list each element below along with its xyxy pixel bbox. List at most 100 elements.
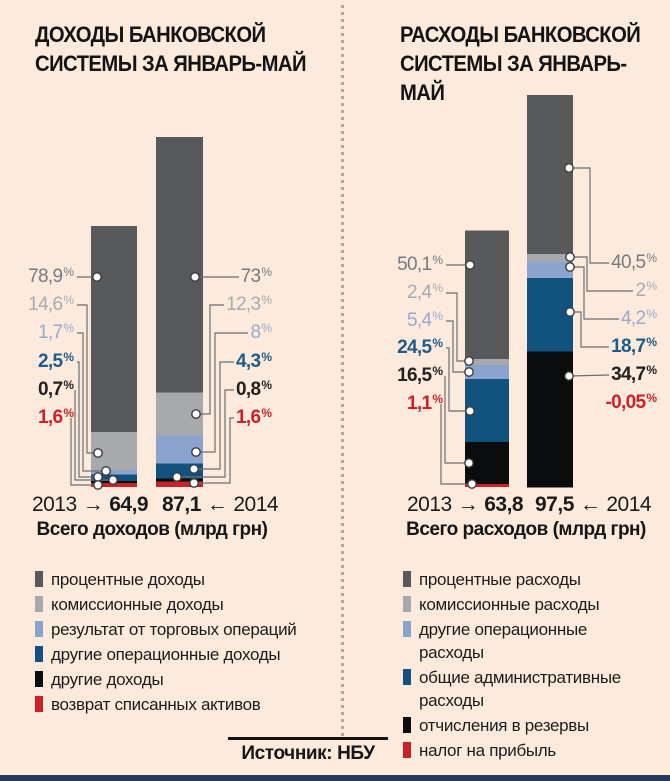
legend-item: процентные доходы [35,568,327,591]
legend-item: другие операционные доходы [35,643,327,666]
bar-segment-1-2014-3 [527,278,573,352]
bar-segment-0-2014-5 [156,481,203,487]
legend-label: комиссионные расходы [419,595,600,614]
total-year: 2013 [407,493,452,516]
expenses-unit-label: Всего расходов (млрд грн) [406,519,646,540]
percent-sign: % [432,336,443,350]
leader-line [77,332,106,472]
percent-sign: % [261,378,272,392]
leader-line [569,167,609,264]
percent-sign: % [646,307,657,321]
bar-segment-0-2013-3 [91,474,137,481]
leader-dot [93,472,103,482]
leader-line [440,404,472,485]
leader-dot [465,406,475,416]
percent-sign: % [261,293,272,307]
legend-item: комиссионные расходы [403,593,639,616]
leader-line [177,389,234,478]
total-value: 87,1 [162,493,201,516]
legend-label: общие административные расходы [419,668,621,710]
bar-segment-0-2013-1 [91,432,137,471]
leader-line [70,418,98,486]
leader-line [446,347,470,412]
arrow-right-icon: → [82,493,104,516]
bar-segment-0-2014-1 [156,392,203,436]
leader-dot [93,480,103,490]
percent-label: 5,4% [407,309,443,331]
percent-sign: % [63,265,74,279]
percent-label: 2,5% [38,350,74,372]
bar-segment-1-2013-3 [465,379,509,442]
leader-line [446,320,469,373]
leader-dot [189,464,199,474]
percent-label: 2,4% [407,281,443,303]
legend-swatch [35,571,43,587]
percent-label: 4,3% [236,350,272,372]
arrow-left-icon: ← [206,493,228,516]
arrow-right-icon: → [457,493,479,516]
bar-segment-1-2013-4 [465,441,509,485]
legend-item: результат от торговых операций [35,618,327,641]
percent-sign: % [63,378,74,392]
bar-segment-1-2013-2 [465,365,509,379]
legend-swatch [35,596,43,612]
legend-item: общие административные расходы [403,666,639,712]
legend-swatch [403,669,411,685]
total-value: 64,9 [109,493,149,516]
leader-dot [93,448,103,458]
leader-dot [565,307,575,317]
legend-item: комиссионные доходы [35,593,327,616]
legend-label: комиссионные доходы [51,595,224,614]
leader-line [194,361,234,470]
leader-dot [464,356,474,366]
total-year: 2014 [606,493,652,516]
percent-sign: % [432,281,443,295]
legend: процентные доходы комиссионные доходы резу… [35,568,327,718]
percent-sign: % [646,391,657,405]
legend-swatch [35,671,43,687]
legend-item: возврат списанных активов [35,693,327,716]
leader-line [444,376,469,464]
leader-dot [92,272,102,282]
legend-label: другие операционные расходы [419,620,588,662]
total-year: 2014 [233,493,279,516]
leader-line [77,304,98,454]
percent-label: 12,3% [226,293,272,315]
leader-dot [191,409,201,419]
percent-sign: % [432,392,443,406]
leader-dot [189,478,199,488]
bar-segment-1-2013-1 [465,359,509,366]
divider-dotted-line [341,5,344,740]
totals-group: 2013 → 64,9 [32,493,149,517]
percent-label: 1,1% [407,392,443,414]
leader-line [77,361,98,478]
leader-line [196,304,224,415]
legend-swatch [35,696,43,712]
percent-label: 8% [250,321,272,343]
percent-label: 0,8% [236,378,272,400]
percent-sign: % [646,279,657,293]
bar-segment-1-2013-0 [465,230,509,359]
bar-segment-0-2014-0 [156,136,203,393]
source-label: Источник: НБУ [241,743,375,764]
legend-swatch [403,621,411,637]
percent-label: 50,1% [397,253,443,275]
legend-label: процентные доходы [51,570,205,589]
totals-group: 97,5 ← 2014 [535,493,652,517]
legend-item: процентные расходы [403,568,639,591]
percent-label: 73% [240,265,272,287]
legend-swatch [403,571,411,587]
bottom-border-bar [0,775,670,781]
source-divider-line [228,737,388,740]
percent-label: 16,5% [397,364,443,386]
percent-sign: % [63,321,74,335]
percent-sign: % [261,321,272,335]
legend-label: другие доходы [51,670,164,689]
percent-label: 1,7% [38,321,74,343]
percent-label: 14,6% [28,293,74,315]
bar-segment-0-2013-5 [91,482,137,487]
bar-segment-1-2014-0 [527,95,573,254]
bar-segment-0-2014-4 [156,478,203,482]
legend-label: отчисления в резервы [419,716,589,735]
